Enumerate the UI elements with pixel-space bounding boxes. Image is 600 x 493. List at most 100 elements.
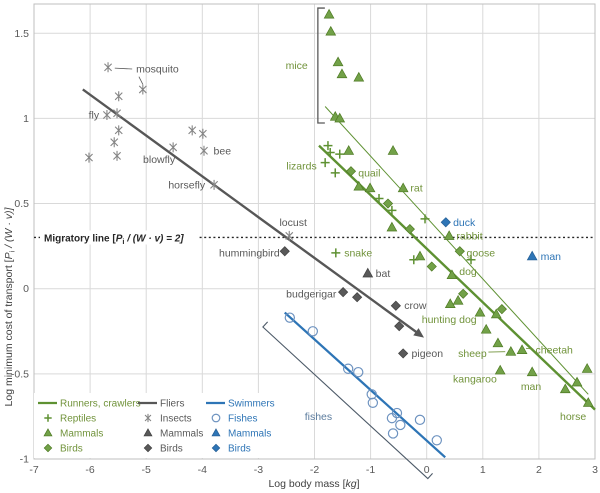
legend-column-swimmers: Swimmers Fishes Mammals Birds	[206, 399, 275, 455]
runners-mammals-point	[386, 221, 398, 232]
fliers-birds-point	[398, 348, 409, 359]
x-tick-label: -3	[254, 464, 263, 476]
legend-item-label: Reptiles	[60, 414, 96, 425]
runners-mammals-point	[581, 363, 593, 373]
label-kangaroo: kangaroo	[453, 373, 497, 385]
runners-reptiles-point	[320, 158, 330, 168]
runners-mammals-point	[505, 345, 517, 356]
label-bee: bee	[214, 145, 232, 157]
label-blowfly: blowfly	[143, 154, 176, 166]
runners-birds-point	[496, 304, 507, 315]
swimmers-fishes-point	[431, 435, 442, 446]
x-tick-label: 2	[536, 464, 542, 476]
x-tick-label: 1	[480, 464, 486, 476]
legend-marker-diamond	[143, 443, 153, 453]
runners-mammals-point	[492, 337, 504, 348]
runners-mammals-point	[516, 344, 528, 354]
swimmers-fishes-point	[284, 312, 296, 323]
fliers-insects-point	[102, 109, 111, 120]
fliers-insects-point	[114, 91, 123, 102]
y-tick-label: -1	[20, 454, 29, 466]
runners-mammals-point	[571, 376, 583, 387]
fliers-insects-point	[104, 62, 113, 73]
brackets	[262, 7, 433, 480]
runners-mammals-point	[343, 145, 355, 155]
label-fly: fly	[89, 109, 100, 121]
fliers-birds-point	[390, 300, 401, 311]
label-hummingbird: hummingbird	[219, 247, 280, 259]
label-man: man	[521, 381, 542, 393]
plot-border	[33, 3, 596, 460]
swimmers-fishes-point	[353, 366, 364, 378]
runners-mammals-point	[387, 145, 399, 155]
legend-marker-triangle	[211, 428, 221, 437]
runners-mammals-point	[480, 323, 492, 334]
label-crow: crow	[404, 300, 427, 312]
fliers-insects-point	[84, 152, 93, 163]
label-budgerigar: budgerigar	[286, 288, 337, 300]
legend-marker-asterisk	[144, 413, 152, 423]
runners-mammals-point	[446, 269, 458, 280]
swimmers-fishes-point	[386, 412, 398, 424]
label-horsefly: horsefly	[168, 179, 206, 191]
fliers-insects-point	[210, 179, 219, 190]
runners-reptiles-point	[325, 147, 335, 157]
y-tick-label: 1.5	[14, 28, 29, 40]
y-tick-label: -0.5	[11, 368, 29, 380]
fliers-insects-point	[110, 137, 119, 148]
label-cheetah: cheetah	[536, 345, 574, 357]
label-rabbit: rabbit	[456, 230, 482, 242]
legend-item-label: Fishes	[228, 414, 257, 425]
x-tick-label: -6	[85, 464, 94, 476]
runners-birds-point	[426, 261, 437, 272]
label-hunting-dog: hunting dog	[422, 314, 477, 326]
label-goose: goose	[467, 247, 496, 259]
fliers-mammals	[362, 267, 374, 278]
label-dog: dog	[459, 266, 477, 278]
migratory-line-label: Migratory line [Pi / (W · v) = 2]	[44, 234, 184, 247]
runners-mammals-point	[353, 71, 365, 82]
x-tick-label: -2	[310, 464, 319, 476]
x-tick-label: -1	[366, 464, 375, 476]
label-mosquito: mosquito	[136, 64, 179, 76]
runners-birds-point	[382, 198, 394, 209]
legend-background	[34, 393, 290, 458]
runners-mammals-point	[494, 364, 506, 375]
x-axis-title: Log body mass [kg]	[268, 478, 359, 490]
legend-item-label: Mammals	[228, 429, 271, 440]
runners-trend-thick	[318, 144, 596, 411]
legend-title: Fliers	[160, 399, 184, 410]
runners-mammals-point	[452, 294, 464, 305]
x-tick-label: -4	[198, 464, 207, 476]
runners-reptiles	[320, 141, 476, 265]
label-snake: snake	[344, 247, 372, 259]
swimmers-fishes	[284, 312, 442, 446]
runners-mammals-point	[443, 230, 455, 240]
runners-mammals-point	[559, 383, 571, 394]
runners-reptiles-point	[374, 193, 384, 203]
fliers-birds	[279, 246, 409, 359]
legend-marker-triangle	[143, 428, 153, 437]
swimmers-fishes-point	[414, 414, 426, 426]
label-lizards: lizards	[286, 161, 316, 173]
runners-mammals-point	[364, 182, 376, 193]
runners-reptiles-point	[331, 248, 341, 258]
legend-column-runners: Runners, crawlers Reptiles Mammals Birds	[38, 399, 141, 455]
runners-reptiles-point	[387, 205, 397, 215]
swimmers-fishes-point	[387, 428, 399, 439]
fliers-insects-point	[114, 125, 123, 136]
runners-reptiles-point	[323, 141, 333, 151]
label-duck: duck	[453, 217, 476, 229]
runners-mammals-point	[325, 25, 337, 36]
runners-mammals-point	[526, 366, 538, 377]
runners-mammals	[323, 8, 594, 407]
fliers-insects-point	[199, 145, 208, 156]
annotations: mosquito fly blowfly bee horsefly locust hummi…	[40, 60, 586, 423]
runners-birds-point	[345, 166, 357, 177]
scatter-points	[84, 8, 594, 446]
fliers-insects-point	[113, 150, 122, 161]
runners-reptiles-point	[466, 255, 476, 265]
legend-item-label: Birds	[228, 444, 251, 455]
label-fishes: fishes	[305, 411, 332, 423]
